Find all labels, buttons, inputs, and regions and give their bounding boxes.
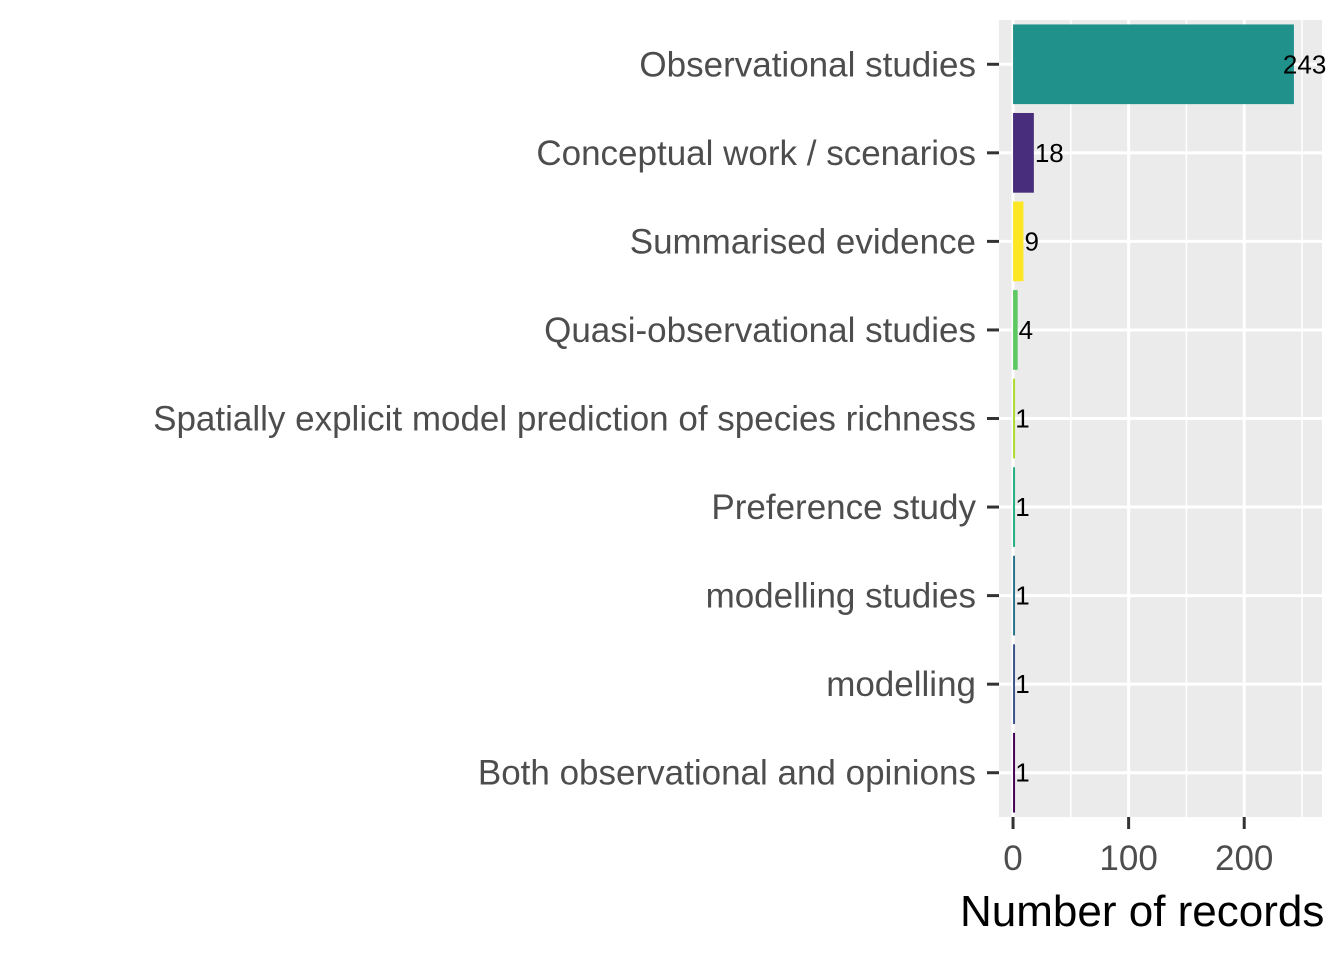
bar-value-label: 4 [1019,315,1033,345]
category-label: modelling [826,665,976,704]
bar [1013,555,1016,636]
category-label: Both observational and opinions [478,754,976,793]
category-label: Summarised evidence [630,222,976,261]
bar-value-label: 1 [1015,492,1029,522]
category-label: Conceptual work / scenarios [536,134,976,173]
bar [1013,290,1018,370]
category-label: Quasi-observational studies [544,311,976,350]
bar [1013,24,1294,105]
bars [1013,24,1294,813]
x-tick-label: 200 [1215,839,1273,878]
bar [1013,644,1016,725]
x-axis-title: Number of records [960,887,1324,936]
major-gridlines [999,20,1322,817]
bar [1013,112,1034,193]
x-tick-label: 0 [1003,839,1022,878]
bar-value-label: 1 [1015,581,1029,611]
bar-value-label: 18 [1035,138,1064,168]
bar [1013,732,1016,813]
y-axis-labels: Observational studies Conceptual work / s… [153,45,976,792]
bar-value-label: 1 [1015,669,1029,699]
bar-value-labels: 243 18 9 4 1 1 1 1 1 [1015,49,1326,787]
bar-value-label: 243 [1283,49,1326,79]
x-axis-labels: 0 100 200 [1003,839,1273,878]
category-label: Preference study [711,488,976,527]
category-label: Spatially explicit model prediction of s… [153,400,976,439]
bar-value-label: 1 [1015,758,1029,788]
y-axis-ticks [987,62,999,775]
bar [1013,378,1016,459]
category-label: Observational studies [639,45,976,84]
bar [1013,201,1024,282]
bar [1013,467,1016,547]
x-tick-label: 100 [1099,839,1157,878]
category-label: modelling studies [706,577,976,616]
bar-value-label: 1 [1015,404,1029,434]
x-axis-ticks [1011,817,1246,829]
bar-value-label: 9 [1024,226,1038,256]
